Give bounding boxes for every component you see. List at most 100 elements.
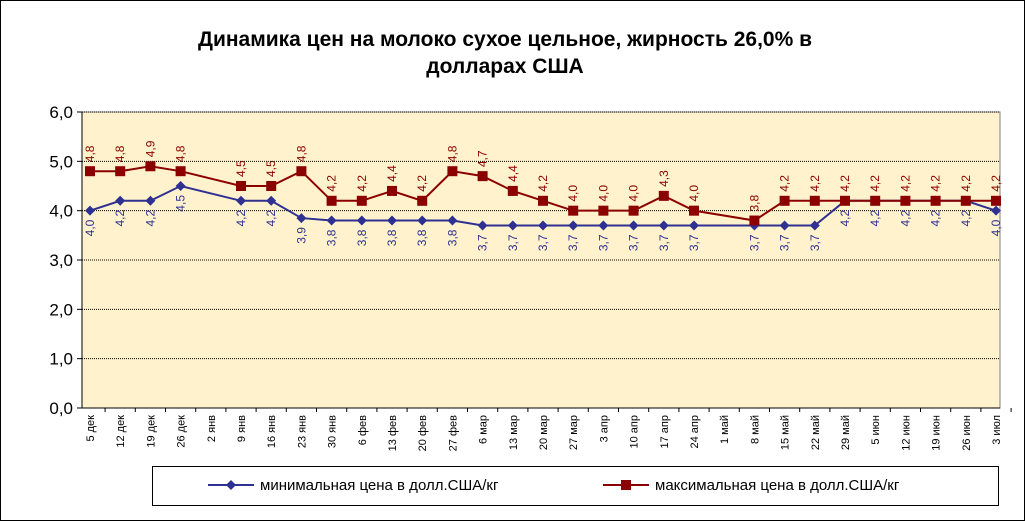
min-data-label: 3,8 [355,229,369,246]
max-data-label: 4,8 [174,145,188,162]
series-markers [85,161,1001,231]
min-data-label: 3,7 [596,234,610,251]
max-point [568,205,579,216]
min-point [115,195,126,206]
max-point [115,166,126,177]
x-tick-label: 20 мар [538,415,550,450]
legend-min-symbol [208,480,254,490]
y-tick-label: 3,0 [49,251,73,270]
x-tick-label: 3 апр [598,415,610,442]
min-point [175,181,186,191]
x-tick-label: 15 май [780,415,792,450]
max-point [689,205,699,216]
min-data-label: 3,8 [385,229,399,246]
min-point [628,220,639,231]
min-point [991,205,1001,216]
x-tick-label: 5 дек [85,415,97,442]
x-tick-label: 8 май [749,415,761,444]
x-tick-label: 5 июн [870,415,882,445]
min-point [417,215,428,226]
grid-lines [82,111,1000,360]
min-point [296,213,307,224]
max-data-label: 4,2 [929,175,943,192]
x-tick-label: 2 янв [206,415,218,442]
max-data-label: 4,0 [687,185,701,202]
max-point [145,161,156,172]
max-data-label: 4,2 [959,175,973,192]
min-data-label: 4,2 [264,209,278,226]
min-data-label: 4,2 [234,209,248,226]
legend-item-max: максимальная цена в долл.США/кг [603,475,899,495]
x-tick-label: 17 апр [659,415,671,448]
min-data-label: 4,5 [174,195,188,212]
max-data-label: 4,5 [234,160,248,177]
x-tick-label: 6 фев [357,415,369,445]
x-tick-label: 23 янв [296,415,308,448]
max-point [477,171,488,182]
legend-max-label: максимальная цена в долл.США/кг [655,476,900,494]
min-point [809,220,820,231]
min-point [658,220,669,231]
max-point [960,195,971,206]
max-point [175,166,186,177]
min-point [598,220,609,231]
min-data-label: 3,7 [627,234,641,251]
min-data-label: 3,7 [536,234,550,251]
max-point [447,166,458,177]
min-point [477,220,488,231]
max-data-label: 4,5 [264,160,278,177]
y-tick-label: 5,0 [49,152,73,171]
min-data-label: 4,0 [83,219,97,236]
min-data-label: 3,7 [657,234,671,251]
max-point [598,205,609,216]
chart-title-line-1: Динамика цен на молоко сухое цельное, жи… [197,28,813,51]
min-point [689,220,699,231]
x-tick-label: 22 май [810,415,822,450]
min-point [538,220,548,231]
x-tick-label: 29 май [840,415,852,450]
min-data-label: 3,8 [415,229,429,246]
x-tick-label: 1 май [719,415,731,444]
min-data-label: 4,2 [898,209,912,226]
x-tick-label: 19 июн [931,415,943,451]
min-data-label: 3,9 [294,227,308,244]
min-data-label: 3,8 [325,229,339,246]
max-data-label: 4,2 [838,175,852,192]
max-point [930,195,941,206]
x-tick-label: 24 апр [689,415,701,448]
max-data-label: 4,0 [627,185,641,202]
min-data-label: 4,0 [989,219,1003,236]
max-point [296,166,307,177]
min-point [447,215,458,226]
y-tick-label: 4,0 [49,202,73,221]
min-point [236,195,246,206]
max-data-label: 4,0 [596,185,610,202]
x-axis-ticks: 5 дек 12 дек 19 дек 26 дек 2 янв 9 янв 16 янв 2… [85,408,1012,451]
max-point [991,195,1001,206]
min-data-label: 4,2 [929,209,943,226]
max-data-label: 3,8 [747,195,761,212]
max-data-label: 4,8 [294,145,308,162]
max-point [779,195,790,206]
min-point [387,215,397,226]
max-point [387,185,397,196]
legend: минимальная цена в долл.США/кг максималь… [152,466,999,506]
min-data-label: 3,7 [506,234,520,251]
min-data-label: 4,2 [868,209,882,226]
min-point [266,195,277,206]
max-point [417,195,428,206]
max-data-label: 4,0 [566,185,580,202]
max-point [507,185,518,196]
x-tick-label: 19 дек [145,415,157,448]
max-data-label: 4,2 [868,175,882,192]
max-point [870,195,881,206]
min-data-label: 3,7 [808,234,822,251]
x-tick-label: 27 фев [447,415,459,451]
chart-title: Динамика цен на молоко сухое цельное, жи… [0,26,1010,80]
max-data-label: 4,2 [898,175,912,192]
max-data-label: 4,8 [113,145,127,162]
x-tick-label: 27 мар [568,415,580,450]
data-labels: 4,0 4,2 4,2 4,5 4,2 4,2 3,9 3,8 3,8 3,8 3,8 3,8 3,7 3… [83,140,1003,251]
chart-title-line-2: долларах США [426,55,584,78]
x-tick-label: 12 дек [115,415,127,448]
